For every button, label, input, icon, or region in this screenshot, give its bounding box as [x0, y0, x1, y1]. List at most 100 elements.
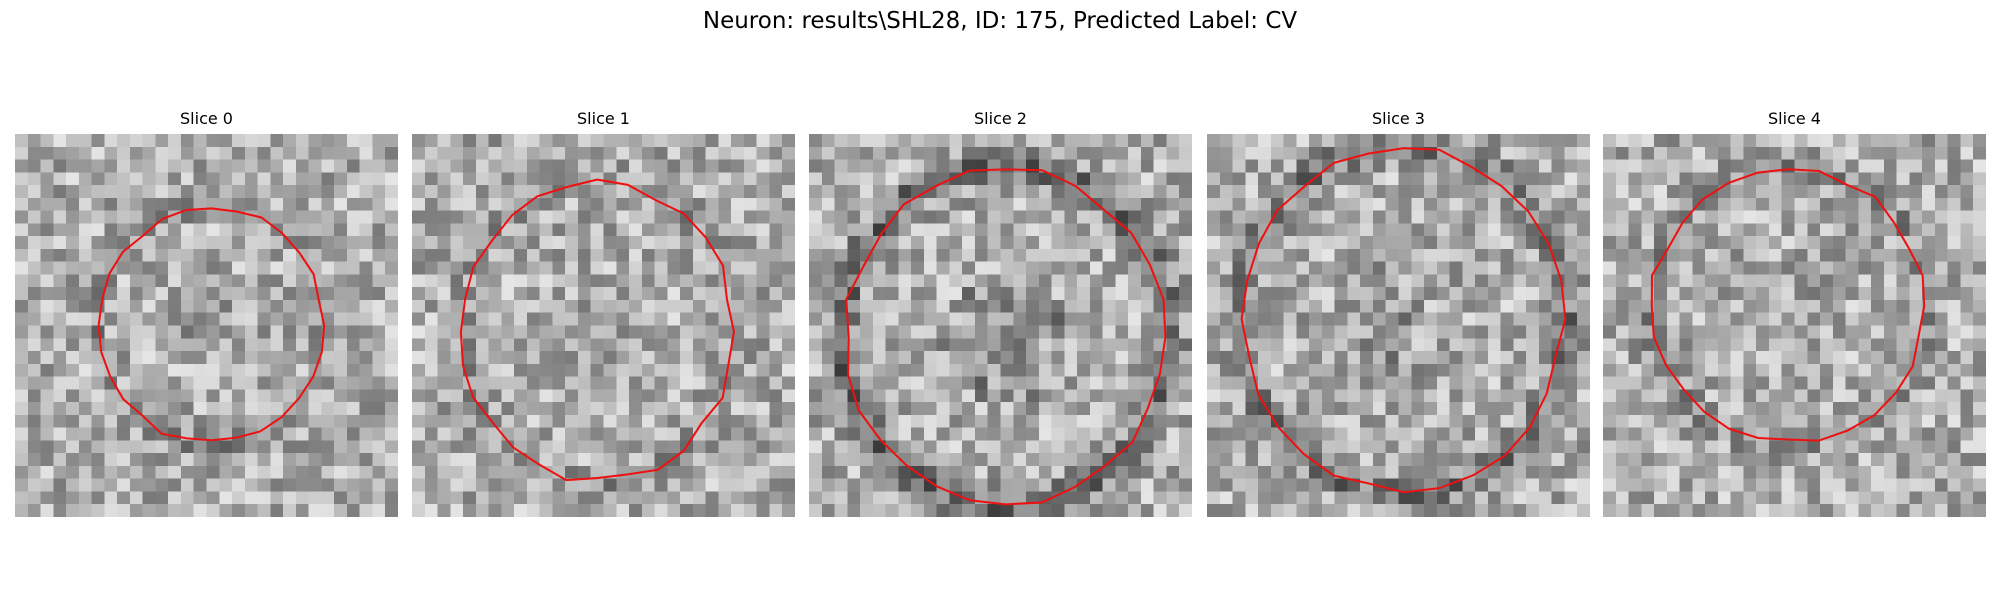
- pixel: [514, 274, 528, 288]
- pixel: [949, 453, 963, 467]
- pixel: [91, 338, 105, 352]
- pixel: [962, 185, 976, 199]
- pixel: [1026, 351, 1040, 365]
- pixel: [1232, 491, 1246, 505]
- pixel: [1615, 453, 1629, 467]
- pixel: [1258, 427, 1272, 441]
- pixel: [834, 325, 848, 339]
- pixel: [1794, 236, 1808, 250]
- pixel: [1449, 210, 1463, 224]
- pixel: [1756, 491, 1770, 505]
- pixel: [1922, 504, 1936, 517]
- pixel: [1475, 440, 1489, 454]
- pixel: [667, 351, 681, 365]
- pixel: [1564, 363, 1578, 377]
- pixel: [1794, 134, 1808, 148]
- pixel: [1666, 504, 1680, 517]
- pixel: [129, 185, 143, 199]
- pixel: [244, 274, 258, 288]
- pixel: [923, 491, 937, 505]
- pixel: [514, 185, 528, 199]
- pixel: [1538, 504, 1552, 517]
- pixel: [1283, 172, 1297, 186]
- pixel: [526, 261, 540, 275]
- pixel: [1179, 312, 1192, 326]
- pixel: [731, 134, 745, 148]
- pixel: [219, 287, 233, 301]
- pixel: [1153, 389, 1167, 403]
- pixel: [539, 478, 553, 492]
- pixel: [91, 402, 105, 416]
- pixel: [1577, 185, 1590, 199]
- pixel: [1679, 236, 1693, 250]
- pixel: [1934, 210, 1948, 224]
- pixel: [1449, 287, 1463, 301]
- pixel: [1832, 287, 1846, 301]
- pixel: [424, 427, 438, 441]
- pixel: [1462, 440, 1476, 454]
- pixel: [552, 338, 566, 352]
- pixel: [1309, 261, 1323, 275]
- pixel: [552, 159, 566, 173]
- pixel: [1743, 287, 1757, 301]
- pixel: [501, 299, 515, 313]
- pixel: [565, 185, 579, 199]
- pixel: [129, 338, 143, 352]
- pixel: [334, 389, 348, 403]
- pixel: [1513, 453, 1527, 467]
- pixel: [412, 287, 426, 301]
- pixel: [847, 197, 861, 211]
- pixel: [40, 146, 54, 160]
- pixel: [987, 504, 1001, 517]
- pixel: [437, 351, 451, 365]
- pixel: [1245, 491, 1259, 505]
- pixel: [257, 338, 271, 352]
- pixel: [1615, 376, 1629, 390]
- pixel: [539, 287, 553, 301]
- pixel: [1692, 223, 1706, 237]
- pixel: [1513, 389, 1527, 403]
- pixel: [463, 414, 477, 428]
- pixel: [1666, 414, 1680, 428]
- pixel: [756, 504, 770, 517]
- pixel: [1296, 465, 1310, 479]
- pixel: [974, 478, 988, 492]
- pixel: [1424, 453, 1438, 467]
- pixel: [1207, 299, 1221, 313]
- pixel: [1896, 287, 1910, 301]
- pixel: [667, 274, 681, 288]
- pixel: [1934, 248, 1948, 262]
- pixel: [1513, 376, 1527, 390]
- pixel: [1807, 159, 1821, 173]
- pixel: [1270, 274, 1284, 288]
- pixel: [1615, 210, 1629, 224]
- pixel: [1896, 248, 1910, 262]
- pixel: [1360, 363, 1374, 377]
- pixel: [860, 287, 874, 301]
- pixel: [193, 312, 207, 326]
- pixel: [1577, 325, 1590, 339]
- pixel: [1666, 440, 1680, 454]
- pixel: [1603, 363, 1617, 377]
- pixel: [1743, 351, 1757, 365]
- pixel: [1309, 351, 1323, 365]
- pixel: [244, 478, 258, 492]
- pixel: [334, 172, 348, 186]
- pixel: [718, 453, 732, 467]
- pixel: [1334, 504, 1348, 517]
- pixel: [1334, 146, 1348, 160]
- pixel: [232, 146, 246, 160]
- pixel: [821, 414, 835, 428]
- pixel: [15, 299, 29, 313]
- pixel: [117, 338, 131, 352]
- pixel: [1360, 376, 1374, 390]
- pixel: [1577, 274, 1590, 288]
- pixel: [450, 453, 464, 467]
- pixel: [1756, 146, 1770, 160]
- pixel: [1717, 312, 1731, 326]
- pixel: [1140, 363, 1154, 377]
- pixel: [1064, 146, 1078, 160]
- pixel: [1845, 453, 1859, 467]
- pixel: [219, 312, 233, 326]
- pixel: [1500, 210, 1514, 224]
